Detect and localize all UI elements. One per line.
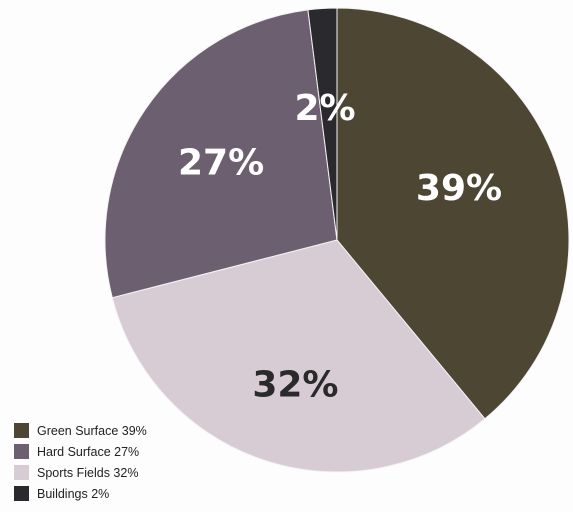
data-label-sports-fields: 32% (252, 365, 338, 406)
legend-item-buildings: Buildings 2% (14, 483, 147, 504)
pie-slices (104, 7, 570, 473)
legend: Green Surface 39% Hard Surface 27% Sport… (14, 420, 147, 504)
legend-item-green-surface: Green Surface 39% (14, 420, 147, 441)
data-label-buildings-: 2% (294, 88, 355, 129)
pie-slice-hard-surface (104, 9, 338, 299)
legend-swatch-buildings (14, 486, 29, 501)
pie-slice-sports-fields (111, 239, 486, 473)
legend-swatch-sports-fields (14, 465, 29, 480)
pie-data-labels: 39% 32% 27% 2% (178, 88, 502, 406)
data-label-hard-surface: 27% (178, 142, 264, 183)
legend-label-hard-surface: Hard Surface 27% (37, 444, 140, 459)
legend-label-green-surface: Green Surface 39% (37, 423, 147, 438)
legend-label-buildings: Buildings 2% (37, 486, 110, 501)
pie-slice-buildings- (307, 7, 338, 241)
legend-item-sports-fields: Sports Fields 32% (14, 462, 147, 483)
legend-swatch-hard-surface (14, 444, 29, 459)
data-label-green-surface: 39% (416, 168, 502, 209)
legend-swatch-green-surface (14, 423, 29, 438)
legend-label-sports-fields: Sports Fields 32% (37, 465, 139, 480)
pie-slice-green-surface (336, 7, 570, 420)
legend-item-hard-surface: Hard Surface 27% (14, 441, 147, 462)
